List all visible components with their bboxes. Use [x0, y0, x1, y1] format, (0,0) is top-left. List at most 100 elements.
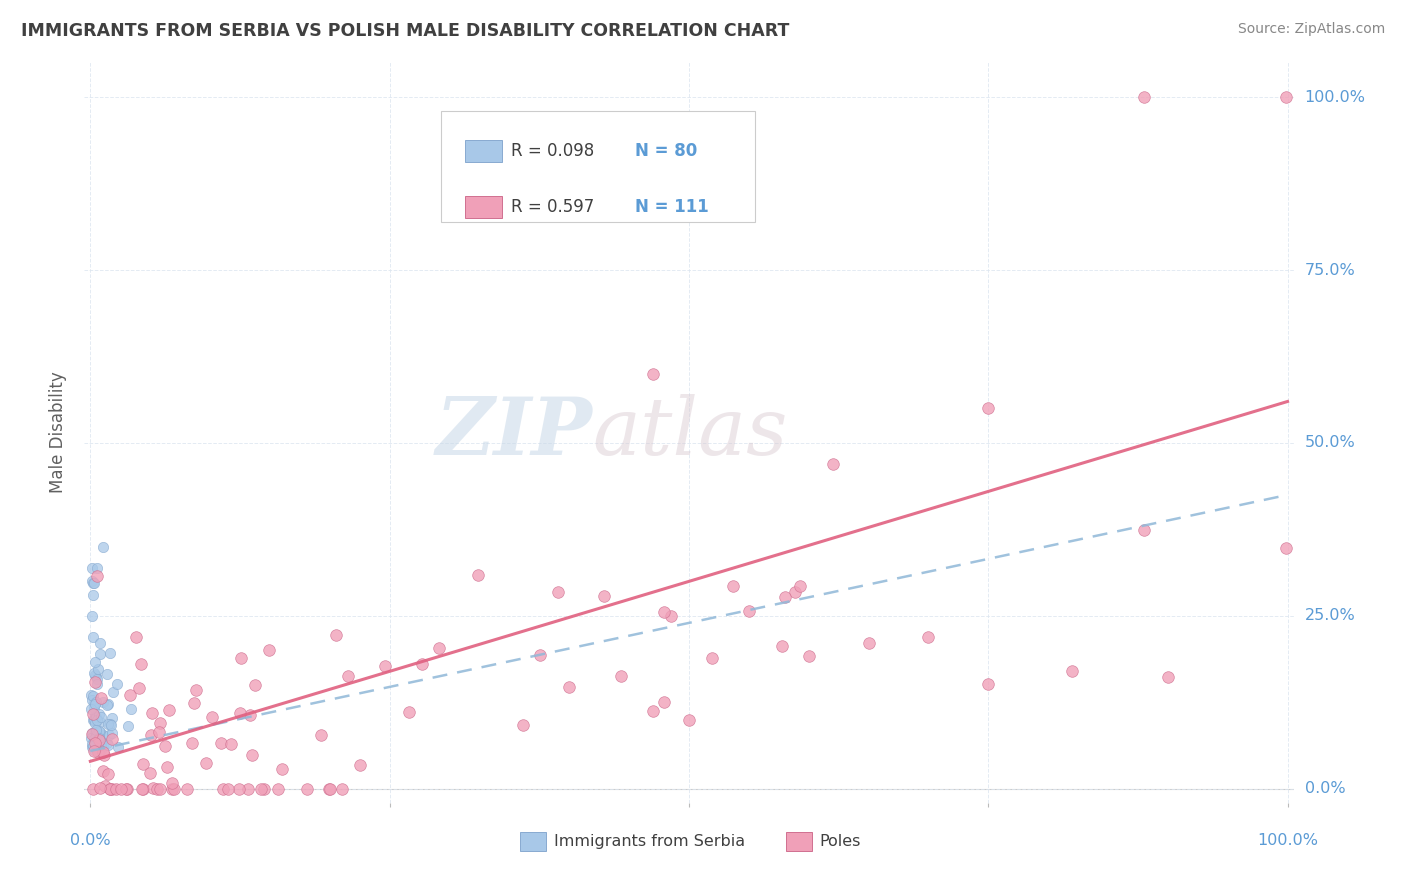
Point	[80, 692, 103, 706]
Point	[86, 743, 108, 757]
Point	[82, 713, 104, 727]
Point	[105, 677, 128, 691]
Point	[80, 560, 103, 574]
Point	[977, 677, 1000, 691]
Point	[977, 401, 1000, 416]
Point	[184, 683, 207, 698]
Point	[271, 762, 294, 776]
Point	[84, 708, 107, 723]
Point	[411, 657, 433, 671]
Point	[89, 647, 111, 661]
Point	[82, 725, 104, 739]
Point	[253, 781, 276, 796]
Point	[652, 695, 675, 709]
Point	[217, 781, 239, 796]
Point	[219, 737, 242, 751]
Point	[128, 681, 150, 696]
Point	[83, 701, 105, 715]
Point	[700, 651, 723, 665]
Point	[96, 736, 118, 750]
Point	[84, 695, 107, 709]
FancyBboxPatch shape	[786, 832, 813, 851]
Point	[374, 659, 396, 673]
Point	[83, 713, 105, 727]
Point	[80, 738, 103, 752]
Point	[86, 733, 108, 747]
FancyBboxPatch shape	[465, 140, 502, 162]
Point	[80, 574, 103, 589]
Point	[84, 736, 107, 750]
Point	[98, 646, 121, 660]
Point	[738, 603, 761, 617]
Point	[821, 457, 844, 471]
Point	[659, 608, 682, 623]
Point	[132, 781, 155, 796]
Point	[652, 605, 675, 619]
Point	[91, 695, 114, 709]
Point	[91, 745, 114, 759]
Point	[89, 724, 111, 739]
Point	[101, 711, 124, 725]
Point	[610, 669, 633, 683]
Point	[318, 781, 340, 796]
Point	[212, 781, 235, 796]
Point	[139, 728, 162, 742]
Point	[129, 657, 152, 672]
Point	[139, 765, 162, 780]
Point	[100, 718, 122, 732]
Point	[86, 673, 108, 687]
Point	[427, 640, 450, 655]
Text: 100.0%: 100.0%	[1305, 89, 1365, 104]
Point	[84, 725, 107, 739]
Point	[141, 706, 163, 721]
Point	[89, 636, 111, 650]
Text: 25.0%: 25.0%	[1305, 608, 1355, 624]
Point	[297, 781, 319, 796]
Point	[1133, 90, 1156, 104]
Point	[125, 630, 148, 644]
Text: 0.0%: 0.0%	[70, 833, 111, 848]
Point	[336, 669, 359, 683]
Point	[84, 729, 107, 743]
Point	[1275, 90, 1298, 104]
Point	[101, 726, 124, 740]
Point	[101, 781, 124, 796]
Point	[349, 757, 371, 772]
Point	[93, 779, 115, 793]
Text: N = 80: N = 80	[634, 143, 697, 161]
Point	[1157, 670, 1180, 684]
Point	[98, 781, 121, 796]
Point	[84, 723, 107, 737]
Point	[87, 732, 110, 747]
Point	[90, 740, 112, 755]
Point	[1133, 523, 1156, 537]
Text: 75.0%: 75.0%	[1305, 262, 1355, 277]
Point	[90, 709, 112, 723]
Point	[96, 667, 118, 681]
Point	[132, 756, 155, 771]
Point	[319, 781, 342, 796]
Point	[149, 781, 172, 796]
Text: ZIP: ZIP	[436, 394, 592, 471]
Point	[209, 736, 232, 750]
Point	[547, 584, 569, 599]
Point	[117, 719, 139, 733]
Text: R = 0.597: R = 0.597	[512, 198, 595, 216]
Point	[80, 731, 103, 746]
Point	[721, 579, 744, 593]
Point	[83, 668, 105, 682]
Point	[83, 732, 105, 747]
Point	[142, 780, 165, 795]
Point	[117, 781, 139, 796]
Point	[91, 764, 114, 779]
Point	[86, 731, 108, 745]
Point	[107, 739, 129, 754]
Point	[86, 713, 108, 727]
Point	[641, 367, 664, 381]
Text: IMMIGRANTS FROM SERBIA VS POLISH MALE DISABILITY CORRELATION CHART: IMMIGRANTS FROM SERBIA VS POLISH MALE DI…	[21, 22, 789, 40]
Point	[467, 568, 489, 582]
Point	[80, 727, 103, 741]
Point	[325, 628, 347, 642]
Point	[82, 781, 104, 796]
Point	[84, 697, 107, 711]
